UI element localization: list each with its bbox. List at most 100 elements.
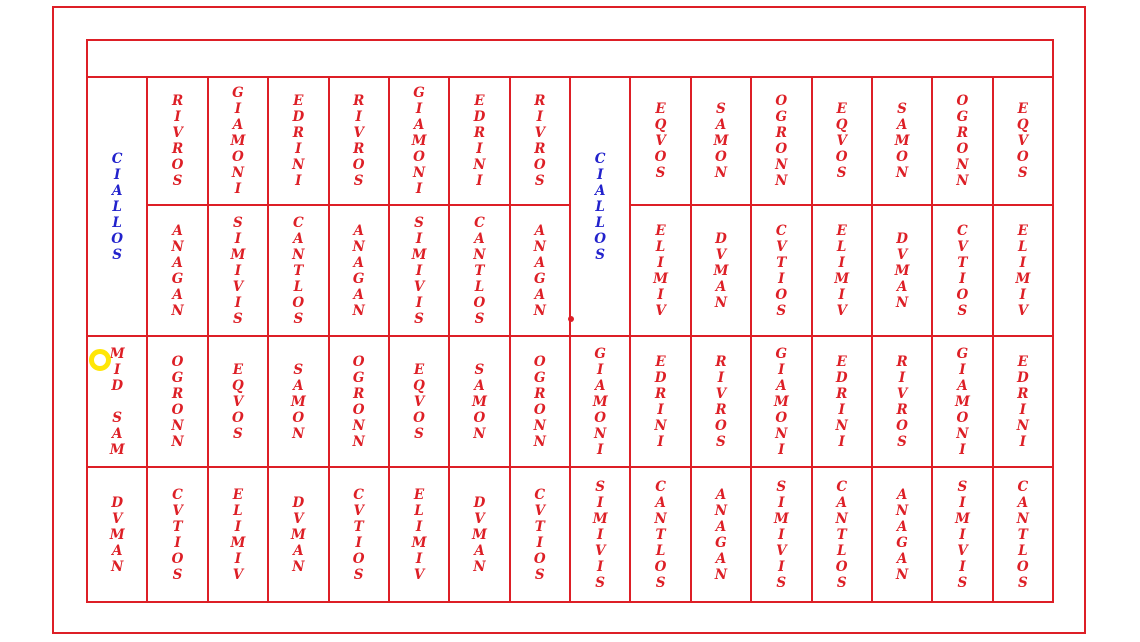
header-band (87, 40, 1053, 77)
yellow-ring-icon (89, 349, 111, 371)
red-dot-icon (568, 316, 574, 322)
outer-frame (52, 6, 1086, 634)
